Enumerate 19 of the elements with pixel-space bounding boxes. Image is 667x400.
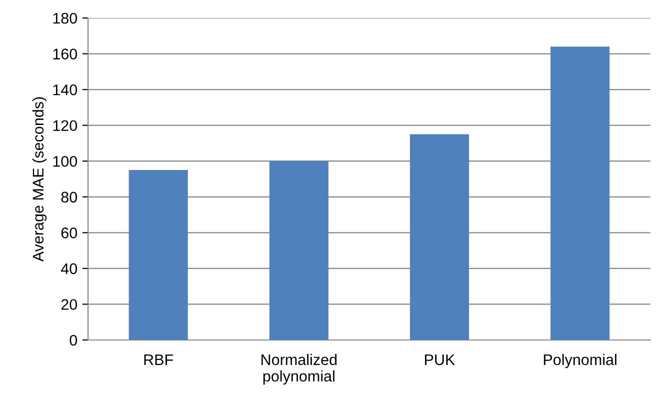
x-tick-label: Polynomial <box>544 354 616 368</box>
y-tick-label: 0 <box>70 334 78 346</box>
y-tick-label: 160 <box>53 48 78 60</box>
y-tick-label: 140 <box>53 84 78 96</box>
x-tick-label: RBF <box>144 354 173 365</box>
x-tick-label: Normalized polynomial <box>262 354 337 385</box>
y-tick-label: 180 <box>53 12 78 24</box>
y-axis-title: Average MAE (seconds) <box>32 97 47 262</box>
y-tick-label: 40 <box>60 263 78 274</box>
y-tick-label: 120 <box>53 120 78 132</box>
y-tick-label: 20 <box>61 299 78 310</box>
bar <box>128 170 188 340</box>
x-tick-label: PUK <box>425 354 456 366</box>
y-tick-label: 100 <box>53 156 78 167</box>
y-tick-label: 80 <box>61 192 78 203</box>
bar <box>410 134 469 340</box>
y-tick-label: 60 <box>61 228 78 238</box>
bar <box>550 46 610 340</box>
bar <box>269 161 328 340</box>
